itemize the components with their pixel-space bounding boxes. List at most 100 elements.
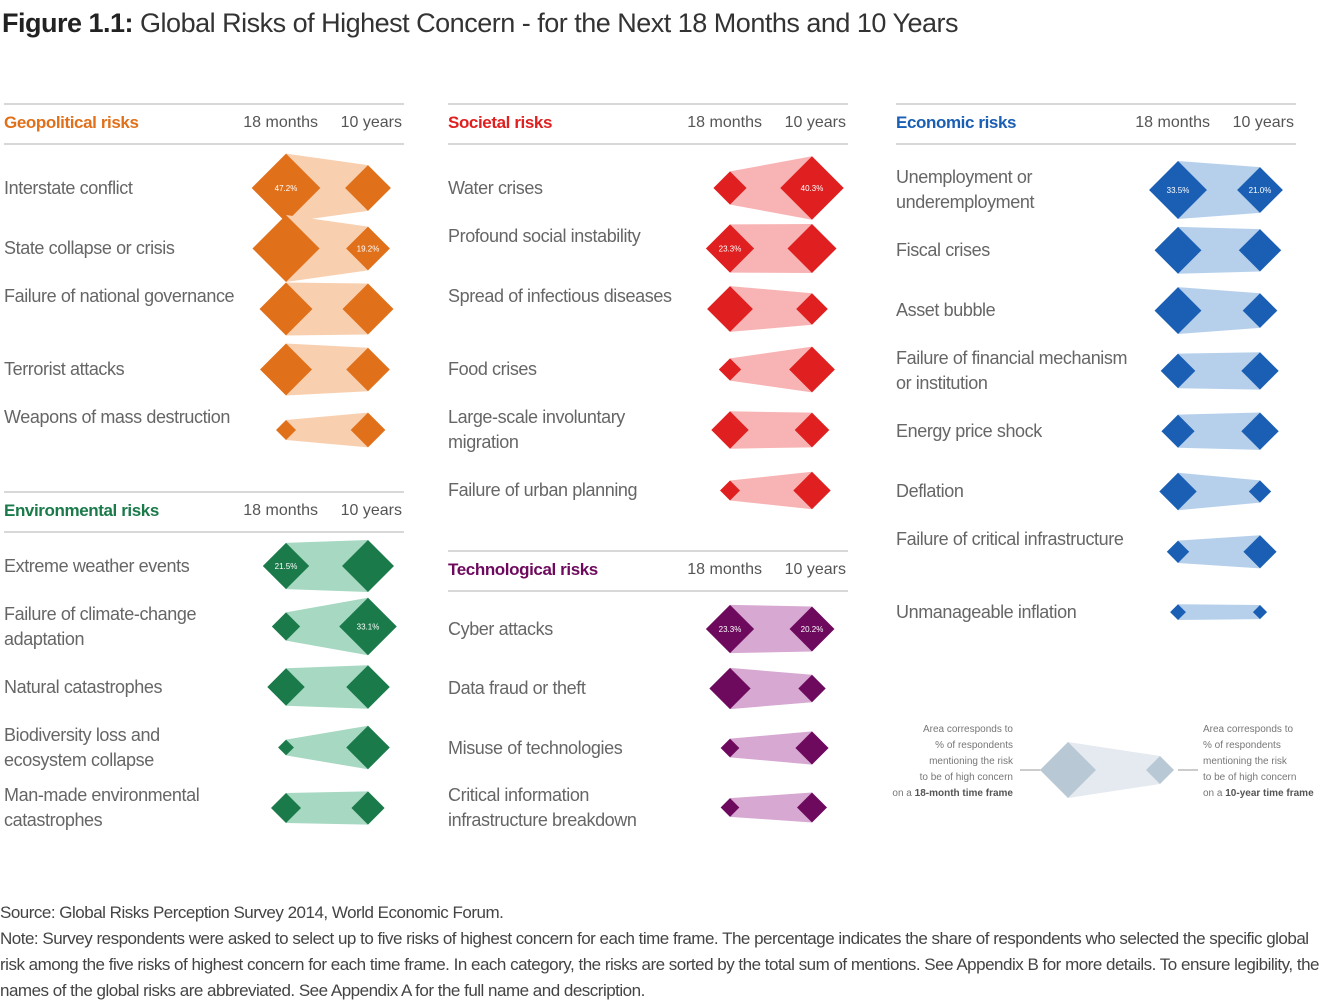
risk-label: Extreme weather events (4, 555, 190, 576)
diamond-10-years (1243, 535, 1277, 569)
risk-label: Unmanageable inflation (896, 601, 1077, 622)
diamond-18-months (1154, 226, 1202, 274)
column-header-10-years: 10 years (1232, 114, 1294, 131)
risk-band (730, 731, 812, 765)
diamond-10-years (1242, 293, 1278, 328)
legend-left-line5-pre: on a (892, 788, 912, 799)
risk-label: State collapse or crisis (4, 238, 175, 258)
risk-label: Failure of financial mechanism or instit… (896, 347, 1128, 393)
diamond-10-years (796, 293, 828, 325)
panel-title: Environmental risks (4, 501, 159, 520)
panel-title: Technological risks (448, 560, 598, 579)
risk-band (286, 343, 368, 396)
risk-band (1178, 226, 1260, 274)
risk-band (1178, 161, 1260, 219)
source-line: Source: Global Risks Perception Survey 2… (0, 903, 504, 922)
diamond-18-months (260, 343, 312, 396)
risk-label: Profound social instability (448, 225, 641, 246)
risk-label: Failure of national governance (4, 286, 235, 306)
diamond-18-months (1149, 161, 1207, 219)
diamond-18-months (709, 667, 751, 710)
risk-band (286, 214, 368, 283)
diamond-18-months (705, 224, 755, 273)
diamond-18-months (1160, 353, 1196, 389)
diamond-18-months (278, 739, 294, 756)
risk-label: Terrorist attacks (4, 359, 125, 379)
legend-right-line2: % of respondents (1203, 740, 1281, 751)
diamond-18-months (276, 420, 296, 440)
legend-left-line5: on a 18-month time frame (873, 786, 1013, 802)
column-header-18-months: 18 months (687, 114, 762, 131)
risk-band (1178, 472, 1260, 511)
panel-title: Geopolitical risks (4, 113, 139, 132)
risk-band (730, 224, 812, 273)
risk-band (1178, 352, 1260, 390)
diamond-18-months (1170, 604, 1186, 621)
legend-left-line4: to be of high concern (919, 772, 1013, 783)
diamond-18-months (713, 171, 747, 205)
risk-band (286, 725, 368, 770)
risk-label: Energy price shock (896, 420, 1042, 441)
diamond-10-years (346, 347, 390, 392)
data-label: 47.2% (275, 184, 298, 193)
legend-left-line5-bold: 18-month time frame (914, 788, 1013, 799)
figure-number: Figure 1.1: (2, 8, 134, 38)
diamond-10-years (793, 471, 831, 510)
risk-label: Failure of climate-change adaptation (4, 603, 197, 649)
risk-band (730, 411, 812, 449)
diamond-10-years (351, 791, 385, 825)
diamond-10-years (789, 606, 835, 652)
diamond-18-months (707, 286, 753, 332)
panel-header: Economic risks 18 months 10 years (896, 103, 1296, 145)
risk-diamonds: 21.5% 33.1% (262, 540, 397, 825)
column-header-18-months: 18 months (687, 561, 762, 578)
risk-label: Man-made environmental catastrophes (4, 785, 200, 830)
legend-right-line5-bold: 10-year time frame (1225, 788, 1314, 799)
diamond-10-years (346, 226, 390, 271)
diamond-18-months (720, 798, 740, 817)
legend-right-line3: mentioning the risk (1203, 756, 1287, 767)
risk-label: Unemployment or underemployment (896, 167, 1035, 212)
diamond-18-months (1154, 287, 1202, 335)
risk-band (730, 792, 812, 823)
diamond-18-months (711, 411, 749, 449)
risk-label: Failure of urban planning (448, 480, 638, 500)
diamond-10-years (342, 540, 394, 592)
risk-label: Natural catastrophes (4, 676, 163, 697)
legend-left-line3: mentioning the risk (929, 756, 1013, 767)
diamond-10-years (1252, 605, 1268, 620)
panel-header: Environmental risks 18 months 10 years (4, 491, 404, 533)
risk-label: Deflation (896, 481, 964, 501)
diamond-10-years (795, 731, 829, 765)
legend-left-line2: % of respondents (935, 740, 1013, 751)
risk-band (730, 346, 812, 393)
risk-diamonds: 23.3% 20.2% (705, 604, 835, 823)
legend-right-line5-pre: on a (1203, 788, 1223, 799)
risk-band (1178, 604, 1260, 621)
diamond-18-months (720, 480, 740, 501)
source-note: Source: Global Risks Perception Survey 2… (0, 900, 1333, 1004)
diamond-18-months (1159, 472, 1197, 511)
diamond-10-years (1241, 412, 1279, 450)
diamond-18-months (267, 668, 305, 706)
risk-label: Misuse of technologies (448, 737, 623, 758)
risk-label: Biodiversity loss and ecosystem collapse (4, 724, 160, 770)
panel-title: Societal risks (448, 113, 553, 132)
diamond-10-years (342, 283, 394, 335)
panel-header: Societal risks 18 months 10 years (448, 103, 848, 145)
diamond-10-years (798, 674, 826, 703)
legend-right-line5: on a 10-year time frame (1203, 786, 1331, 802)
diamond-18-months (1166, 540, 1190, 563)
risk-band (286, 791, 368, 825)
panel-header: Technological risks 18 months 10 years (448, 550, 848, 592)
risk-band (730, 471, 812, 510)
risk-diamonds: 33.5% 21.0% (1149, 161, 1283, 621)
diamond-18-months (259, 282, 313, 336)
figure-title-text: Global Risks of Highest Concern - for th… (140, 8, 958, 38)
data-label: 21.0% (1249, 186, 1272, 195)
risk-band (286, 597, 368, 656)
diamond-18-months (271, 793, 301, 823)
diamond-18-months (705, 604, 755, 654)
risk-label: Asset bubble (896, 300, 996, 321)
column-header-18-months: 18 months (243, 502, 318, 519)
